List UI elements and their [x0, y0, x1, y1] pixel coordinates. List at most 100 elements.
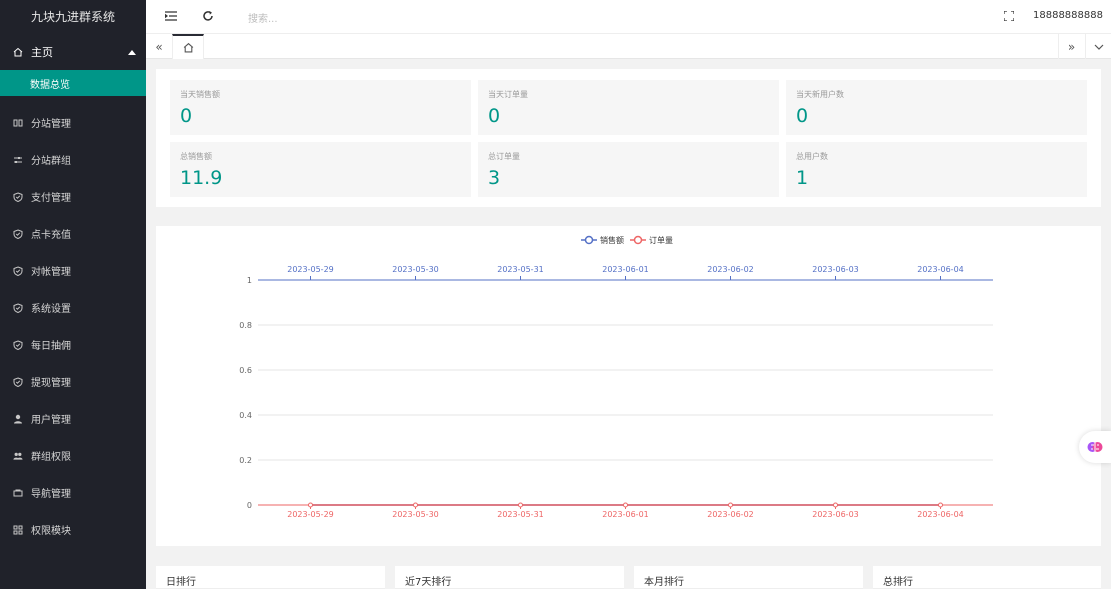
x-tick-label: 2023-05-31	[497, 265, 544, 274]
stat-card: 总订单量 3	[478, 142, 779, 197]
floating-assistant-button[interactable]	[1079, 431, 1111, 463]
sidebar-item-8[interactable]: 用户管理	[0, 400, 146, 437]
fullscreen-icon[interactable]	[1002, 9, 1016, 23]
data-point	[938, 502, 943, 508]
x-tick-label: 2023-06-04	[917, 265, 964, 274]
stat-label: 总用户数	[796, 152, 828, 161]
stat-value: 11.9	[180, 167, 223, 189]
sidebar-item-6[interactable]: 每日抽佣	[0, 326, 146, 363]
sidebar-item-label: 用户管理	[31, 415, 71, 426]
sliders-icon	[13, 155, 23, 165]
stat-value: 1	[796, 167, 809, 189]
stat-value: 0	[180, 105, 193, 127]
sidebar-item-1[interactable]: 分站群组	[0, 141, 146, 178]
tab-scroll-right-icon[interactable]: »	[1058, 34, 1084, 59]
stat-card: 当天新用户数 0	[786, 80, 1087, 135]
stat-value: 3	[488, 167, 501, 189]
users-icon	[13, 451, 23, 461]
ranking-title: 总排行	[883, 577, 913, 588]
sidebar-item-label: 主页	[31, 46, 53, 59]
shield-icon	[13, 265, 23, 276]
sidebar-item-0[interactable]: 分站管理	[0, 104, 146, 141]
data-point	[728, 502, 733, 508]
stat-label: 当天销售额	[180, 90, 220, 99]
tab-scroll-left-icon[interactable]: «	[155, 39, 163, 54]
stat-card: 总用户数 1	[786, 142, 1087, 197]
user-icon	[13, 414, 23, 424]
legend-label: 订单量	[649, 235, 673, 245]
sidebar-item-label: 数据总览	[30, 79, 70, 91]
sidebar-item-label: 分站管理	[31, 119, 71, 130]
shield-icon	[13, 339, 23, 350]
x-tick-label: 2023-05-29	[287, 510, 334, 519]
shield-icon	[13, 376, 23, 387]
user-menu[interactable]: 18888888888	[1033, 10, 1103, 21]
x-tick-label: 2023-06-03	[812, 510, 859, 519]
stat-label: 总销售额	[180, 152, 212, 161]
refresh-icon[interactable]	[201, 9, 215, 23]
x-tick-label: 2023-06-02	[707, 510, 754, 519]
sidebar-item-9[interactable]: 群组权限	[0, 437, 146, 474]
data-point	[308, 502, 313, 508]
x-tick-label: 2023-05-29	[287, 265, 334, 274]
y-tick-label: 0.8	[239, 321, 252, 330]
stat-card: 当天销售额 0	[170, 80, 471, 135]
sidebar-item-label: 对帐管理	[31, 267, 71, 278]
shield-icon	[13, 191, 23, 202]
stat-label: 当天订单量	[488, 90, 528, 99]
module-icon	[13, 525, 23, 535]
x-tick-label: 2023-05-31	[497, 510, 544, 519]
y-tick-label: 1	[247, 276, 252, 285]
sidebar-item-label: 提现管理	[31, 378, 71, 389]
stat-card: 当天订单量 0	[478, 80, 779, 135]
nav-icon	[13, 488, 23, 498]
stat-card: 总销售额 11.9	[170, 142, 471, 197]
ranking-card-7days: 近7天排行	[395, 566, 624, 589]
sidebar-item-label: 每日抽佣	[31, 341, 71, 352]
chart-panel: 0 0.2 0.4 0.6 0.8 1 2023-05-29 2023-05-30 2023-0…	[156, 226, 1101, 546]
stat-label: 总订单量	[488, 152, 520, 161]
ranking-card-month: 本月排行	[634, 566, 863, 589]
home-icon	[13, 47, 23, 57]
y-tick-label: 0.4	[239, 411, 252, 420]
shield-icon	[13, 302, 23, 313]
sales-order-line-chart: 0 0.2 0.4 0.6 0.8 1 2023-05-29 2023-05-30 2023-0…	[239, 235, 993, 519]
stat-label: 当天新用户数	[796, 90, 844, 99]
brain-icon	[1087, 442, 1103, 452]
chevron-down-icon[interactable]	[1085, 34, 1111, 59]
caret-up-icon	[128, 50, 136, 55]
sidebar-item-10[interactable]: 导航管理	[0, 474, 146, 511]
sidebar-item-home[interactable]: 主页	[0, 34, 146, 70]
sidebar: 九块九进群系统 主页 数据总览 分站管理分站群组支付管理点卡充值对帐管理系统设置…	[0, 0, 146, 589]
data-point	[518, 502, 523, 508]
shield-icon	[13, 228, 23, 239]
x-tick-label: 2023-06-01	[602, 510, 649, 519]
sidebar-item-data-overview[interactable]: 数据总览	[0, 70, 146, 96]
x-tick-label: 2023-06-01	[602, 265, 649, 274]
search-input[interactable]: 搜索...	[248, 14, 278, 25]
sidebar-item-2[interactable]: 支付管理	[0, 178, 146, 215]
ranking-title: 本月排行	[644, 577, 684, 588]
data-point	[833, 502, 838, 508]
sidebar-item-label: 点卡充值	[31, 230, 71, 241]
sidebar-item-4[interactable]: 对帐管理	[0, 252, 146, 289]
app-title: 九块九进群系统	[30, 10, 115, 24]
x-tick-label: 2023-05-30	[392, 510, 439, 519]
x-tick-label: 2023-06-02	[707, 265, 754, 274]
x-tick-label: 2023-05-30	[392, 265, 439, 274]
sidebar-item-3[interactable]: 点卡充值	[0, 215, 146, 252]
sidebar-item-label: 系统设置	[31, 304, 71, 315]
sidebar-item-label: 分站群组	[31, 156, 71, 167]
stat-value: 0	[488, 105, 501, 127]
ranking-title: 日排行	[166, 577, 196, 588]
sidebar-item-5[interactable]: 系统设置	[0, 289, 146, 326]
ranking-card-total: 总排行	[873, 566, 1101, 589]
menu-fold-icon[interactable]	[164, 9, 178, 23]
sidebar-item-7[interactable]: 提现管理	[0, 363, 146, 400]
ranking-card-daily: 日排行	[156, 566, 385, 589]
y-tick-label: 0	[247, 501, 252, 510]
sub-site-icon	[13, 118, 23, 128]
legend-marker	[633, 235, 643, 245]
sidebar-item-11[interactable]: 权限模块	[0, 511, 146, 548]
tab-home[interactable]	[172, 34, 204, 59]
